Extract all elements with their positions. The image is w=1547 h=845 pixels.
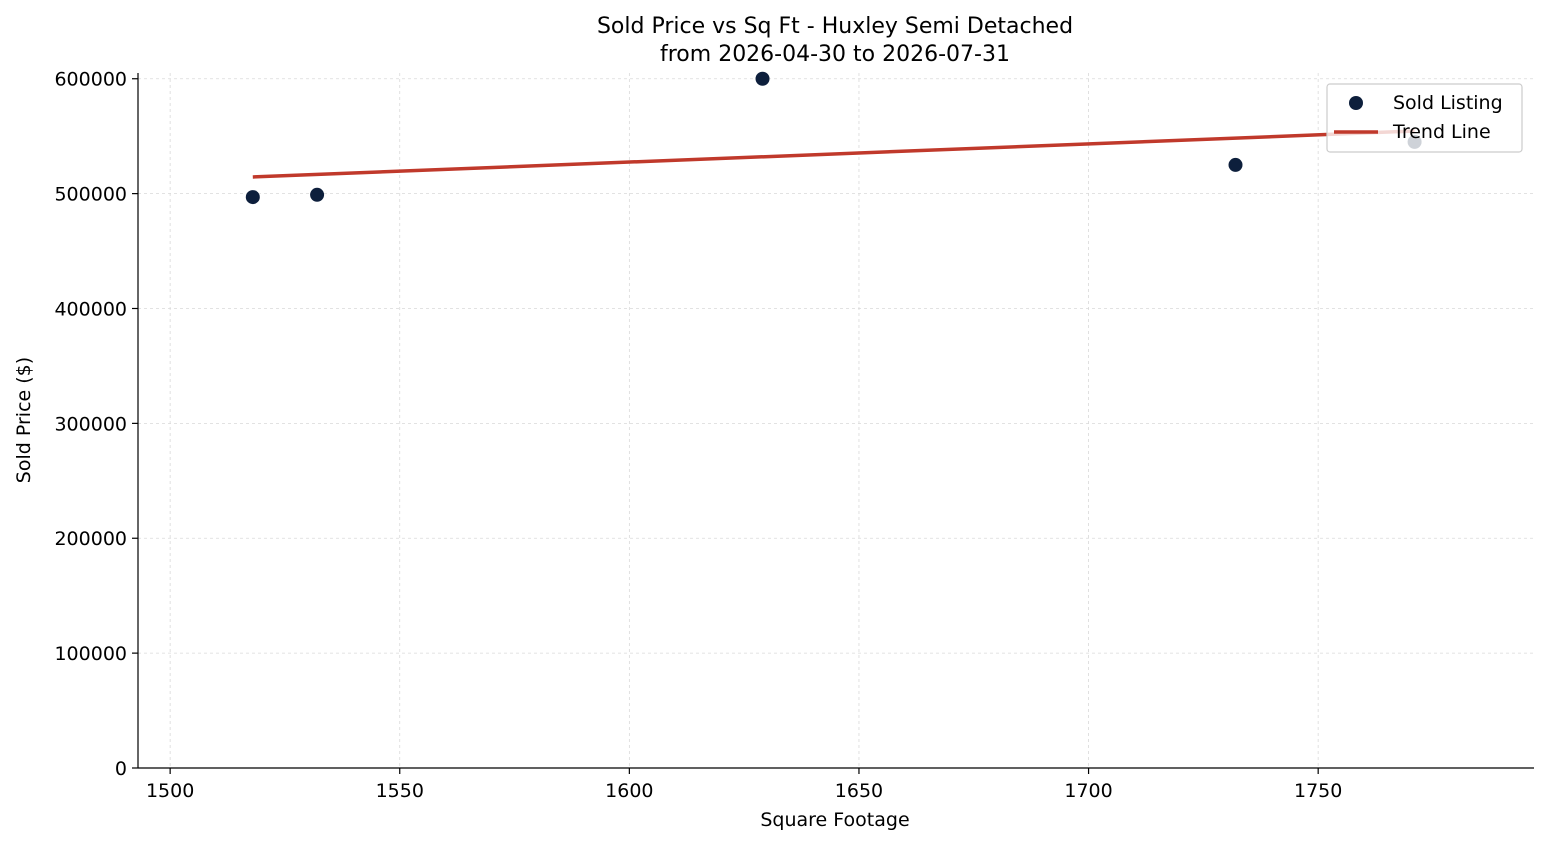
trend-line (252, 129, 1415, 179)
data-point (245, 190, 260, 205)
legend: Sold Listing Trend Line (1326, 83, 1523, 153)
legend-marker-sold-listing (1349, 96, 1363, 110)
y-axis-label: Sold Price ($) (13, 357, 35, 483)
legend-box (1326, 83, 1523, 153)
legend-label-sold-listing: Sold Listing (1393, 92, 1503, 114)
y-axis-ticks: 0 100000 200000 300000 400000 500000 600000 (54, 69, 138, 780)
y-tick-label: 400000 (54, 298, 127, 320)
grid-lines (138, 73, 1534, 769)
trend-line-layer (252, 129, 1415, 179)
y-tick-label: 600000 (54, 69, 127, 91)
x-tick-label: 1700 (1064, 780, 1112, 802)
chart-title-line2: from 2026-04-30 to 2026-07-31 (660, 42, 1010, 67)
y-tick-label: 0 (115, 758, 127, 780)
legend-label-trend-line: Trend Line (1392, 121, 1491, 143)
data-point (1228, 157, 1243, 172)
y-tick-label: 100000 (54, 643, 127, 665)
x-axis-ticks: 1500 1550 1600 1650 1700 1750 (146, 768, 1342, 802)
y-tick-label: 500000 (54, 184, 127, 206)
data-point (755, 71, 770, 86)
y-tick-label: 300000 (54, 413, 127, 435)
y-tick-label: 200000 (54, 528, 127, 550)
x-tick-label: 1600 (605, 780, 653, 802)
x-tick-label: 1500 (146, 780, 194, 802)
x-tick-label: 1750 (1294, 780, 1342, 802)
x-tick-label: 1650 (835, 780, 883, 802)
data-point (310, 187, 325, 202)
chart-title-line1: Sold Price vs Sq Ft - Huxley Semi Detach… (597, 14, 1073, 39)
x-axis-label: Square Footage (760, 809, 909, 831)
x-tick-label: 1550 (376, 780, 424, 802)
